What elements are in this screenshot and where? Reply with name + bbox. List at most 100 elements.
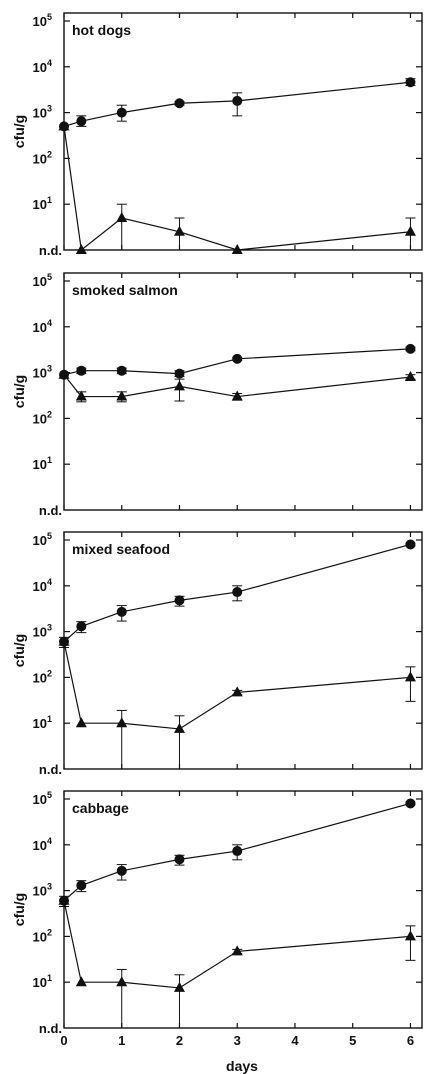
data-point-triangle (173, 225, 185, 236)
chart-panels: 101 102 103 104 105 n.d. cfu/g hot dogs 101 102 10… (11, 12, 423, 1036)
data-point-circle (174, 854, 185, 865)
y-tick-label: 103 (33, 623, 52, 640)
x-tick-label: 1 (118, 1033, 125, 1048)
y-tick-exponent: 3 (47, 623, 52, 633)
data-point-circle (76, 116, 87, 127)
data-point-triangle (116, 717, 128, 728)
data-point-triangle (58, 635, 70, 646)
y-tick-exponent: 5 (47, 531, 52, 541)
series-triangle (58, 894, 416, 1028)
y-tick-exponent: 4 (47, 58, 52, 68)
y-tick-label: 103 (33, 364, 52, 381)
data-point-triangle (75, 717, 87, 728)
data-point-triangle (231, 686, 243, 697)
panel-frame (63, 790, 423, 1029)
data-point-circle (405, 77, 416, 88)
y-axis-title: cfu/g (11, 634, 27, 667)
series-line (63, 126, 411, 252)
data-point-circle (174, 595, 185, 606)
data-point-triangle (58, 120, 70, 131)
data-point-circle (232, 353, 243, 364)
panel-frame (63, 272, 423, 511)
data-point-triangle (404, 225, 416, 236)
y-tick-label: 104 (33, 836, 52, 853)
y-tick-exponent: 2 (47, 927, 52, 937)
y-tick-label: 102 (33, 149, 52, 166)
data-point-triangle (75, 390, 87, 401)
data-point-circle (116, 865, 127, 876)
x-tick-label: 6 (407, 1033, 414, 1048)
data-point-triangle (58, 368, 70, 379)
data-point-triangle (404, 671, 416, 682)
x-tick-label: 2 (176, 1033, 183, 1048)
series-line (63, 641, 411, 730)
y-tick-label-nd: n.d. (39, 1021, 62, 1036)
y-tick-label: 101 (33, 455, 52, 472)
panel-cabbage: 101 102 103 104 105 n.d. cfu/g cabbage (11, 790, 423, 1036)
data-point-circle (174, 368, 185, 379)
data-point-circle (405, 539, 416, 550)
panel-hot-dogs: 101 102 103 104 105 n.d. cfu/g hot dogs (11, 12, 423, 258)
x-axis-title: days (226, 1058, 258, 1074)
data-point-triangle (173, 981, 185, 992)
y-tick-exponent: 1 (47, 455, 52, 465)
x-tick-label: 0 (60, 1033, 67, 1048)
x-tick-label: 5 (349, 1033, 356, 1048)
data-point-circle (405, 798, 416, 809)
y-tick-label: 103 (33, 882, 52, 899)
panel-title: hot dogs (72, 22, 131, 38)
y-tick-label: 102 (33, 668, 52, 685)
y-tick-exponent: 2 (47, 149, 52, 159)
y-tick-label: 101 (33, 195, 52, 212)
y-tick-label-nd: n.d. (39, 762, 62, 777)
data-point-triangle (404, 930, 416, 941)
y-tick-exponent: 3 (47, 104, 52, 114)
data-point-circle (405, 343, 416, 354)
series-line (63, 900, 411, 989)
data-point-triangle (231, 945, 243, 956)
data-point-circle (76, 880, 87, 891)
y-tick-exponent: 3 (47, 364, 52, 374)
panel-smoked-salmon: 101 102 103 104 105 n.d. cfu/g smoked salmon (11, 272, 423, 518)
y-tick-exponent: 4 (47, 836, 52, 846)
data-point-triangle (116, 976, 128, 987)
series-circle (59, 343, 416, 380)
panel-frame (63, 531, 423, 770)
y-tick-label: 105 (33, 790, 52, 807)
y-axis-title: cfu/g (11, 115, 27, 148)
data-point-circle (116, 606, 127, 617)
data-point-circle (76, 365, 87, 376)
y-tick-exponent: 5 (47, 790, 52, 800)
data-point-triangle (58, 894, 70, 905)
panel-title: cabbage (72, 800, 129, 816)
x-tick-label: 3 (234, 1033, 241, 1048)
panel-title: smoked salmon (72, 282, 178, 298)
y-tick-label: 105 (33, 272, 52, 289)
data-point-triangle (75, 976, 87, 987)
y-tick-exponent: 2 (47, 409, 52, 419)
y-tick-label: 103 (33, 104, 52, 121)
data-point-circle (116, 107, 127, 118)
y-tick-label: 105 (33, 531, 52, 548)
y-tick-exponent: 2 (47, 668, 52, 678)
data-point-circle (232, 846, 243, 857)
y-tick-label: 104 (33, 318, 52, 335)
data-point-triangle (404, 371, 416, 382)
data-point-triangle (116, 390, 128, 401)
data-point-triangle (231, 244, 243, 254)
x-axis-tick-labels: 0 1 2 3 4 5 6 (60, 1033, 414, 1048)
data-point-circle (174, 98, 185, 109)
y-tick-label-nd: n.d. (39, 243, 62, 258)
data-point-triangle (116, 211, 128, 222)
y-tick-exponent: 4 (47, 577, 52, 587)
series-triangle (58, 368, 416, 403)
y-tick-exponent: 1 (47, 195, 52, 205)
y-tick-label: 101 (33, 714, 52, 731)
data-point-circle (116, 365, 127, 376)
data-point-circle (76, 621, 87, 632)
y-tick-label: 102 (33, 409, 52, 426)
y-tick-exponent: 1 (47, 973, 52, 983)
data-point-circle (232, 95, 243, 106)
y-tick-label: 102 (33, 927, 52, 944)
